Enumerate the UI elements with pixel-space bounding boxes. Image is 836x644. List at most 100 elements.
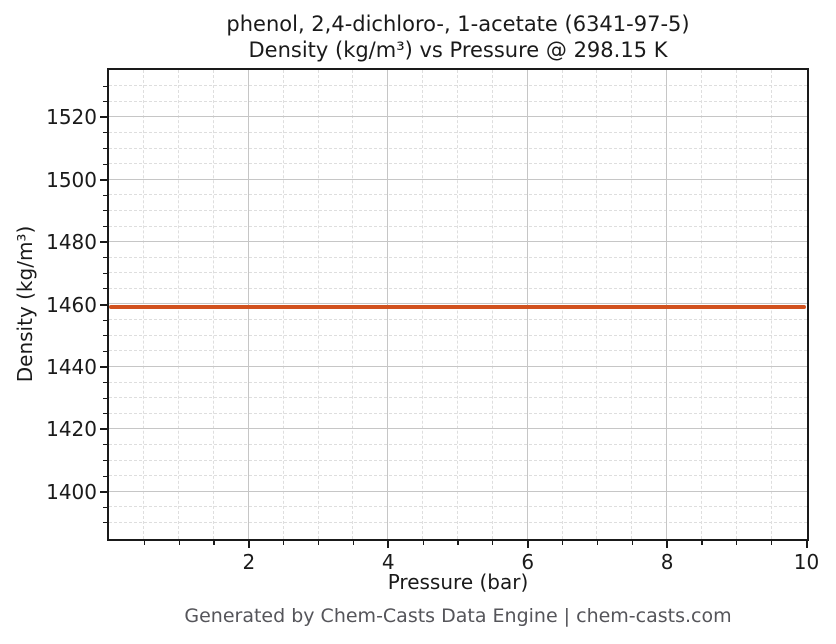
- y-tick-label: 1500: [46, 167, 97, 192]
- y-major-gridline: [109, 365, 807, 367]
- x-minor-tick: [771, 541, 773, 545]
- chart-subtitle: Density (kg/m³) vs Pressure @ 298.15 K: [248, 38, 668, 62]
- x-major-tick: [805, 541, 808, 548]
- y-minor-tick: [103, 288, 107, 290]
- y-minor-gridline: [109, 475, 807, 477]
- x-major-tick: [526, 541, 529, 548]
- y-major-tick: [100, 365, 107, 368]
- y-minor-tick: [103, 475, 107, 477]
- x-tick-label: 2: [242, 550, 256, 574]
- x-major-tick: [247, 541, 250, 548]
- y-minor-tick: [103, 257, 107, 259]
- y-major-tick: [100, 490, 107, 493]
- x-minor-gridline: [561, 70, 563, 539]
- x-minor-tick: [352, 541, 355, 545]
- x-minor-gridline: [317, 70, 319, 539]
- x-minor-gridline: [422, 70, 424, 539]
- x-major-gridline: [526, 70, 528, 539]
- y-tick-label: 1420: [46, 417, 97, 442]
- x-minor-gridline: [735, 70, 737, 539]
- y-minor-gridline: [109, 194, 807, 196]
- y-major-gridline: [109, 116, 807, 118]
- y-tick-label: 1480: [46, 230, 97, 255]
- y-minor-tick: [103, 522, 107, 524]
- y-minor-gridline: [109, 443, 807, 445]
- x-major-gridline: [247, 70, 249, 539]
- x-minor-tick: [318, 541, 320, 545]
- x-major-gridline: [666, 70, 667, 539]
- y-major-gridline: [109, 490, 807, 492]
- y-minor-tick: [103, 335, 107, 337]
- y-major-tick: [100, 178, 107, 181]
- y-minor-tick: [103, 397, 107, 399]
- y-minor-gridline: [109, 412, 807, 414]
- y-minor-tick: [103, 210, 107, 212]
- x-minor-tick: [457, 541, 459, 545]
- y-minor-gridline: [109, 350, 807, 352]
- y-minor-gridline: [109, 521, 807, 523]
- x-minor-tick: [736, 541, 738, 545]
- x-axis-label: Pressure (bar): [387, 570, 529, 594]
- x-minor-tick: [143, 541, 145, 545]
- y-major-gridline: [109, 303, 807, 305]
- x-minor-tick: [596, 541, 598, 545]
- x-minor-tick: [213, 541, 215, 545]
- y-minor-tick: [103, 272, 107, 274]
- chart-title: phenol, 2,4-dichloro-, 1-acetate (6341-9…: [226, 12, 690, 36]
- y-minor-gridline: [109, 381, 807, 383]
- y-minor-gridline: [109, 147, 807, 149]
- y-minor-gridline: [109, 319, 807, 321]
- y-minor-gridline: [109, 459, 807, 461]
- x-minor-tick: [701, 541, 703, 545]
- x-minor-gridline: [282, 70, 284, 539]
- x-minor-gridline: [213, 70, 215, 539]
- y-minor-tick: [103, 413, 107, 415]
- y-minor-tick: [103, 132, 107, 134]
- x-minor-gridline: [352, 70, 354, 539]
- y-minor-gridline: [109, 287, 807, 289]
- x-minor-tick: [178, 541, 180, 545]
- y-tick-label: 1440: [46, 354, 97, 379]
- y-minor-tick: [103, 194, 107, 196]
- x-tick-label: 8: [660, 550, 674, 574]
- y-minor-tick: [103, 350, 107, 352]
- x-minor-gridline: [143, 70, 145, 539]
- y-minor-gridline: [109, 256, 807, 258]
- x-tick-label: 10: [793, 550, 820, 574]
- x-major-gridline: [387, 70, 389, 539]
- y-major-gridline: [109, 241, 807, 242]
- x-minor-gridline: [457, 70, 458, 539]
- y-minor-gridline: [109, 131, 807, 133]
- plot-area: [107, 68, 809, 541]
- y-minor-tick: [103, 163, 107, 165]
- y-minor-gridline: [109, 506, 807, 508]
- y-minor-tick: [103, 101, 107, 103]
- x-major-tick: [387, 541, 390, 548]
- y-major-tick: [100, 303, 107, 306]
- y-tick-label: 1460: [46, 292, 97, 317]
- y-minor-gridline: [109, 163, 807, 165]
- y-major-gridline: [109, 428, 807, 430]
- y-major-tick: [100, 116, 107, 119]
- y-minor-tick: [103, 444, 107, 446]
- x-tick-label: 6: [521, 550, 535, 574]
- x-minor-tick: [422, 541, 424, 545]
- x-minor-gridline: [178, 70, 180, 539]
- x-tick-label: 4: [381, 550, 395, 574]
- x-minor-gridline: [631, 70, 633, 539]
- x-minor-tick: [561, 541, 564, 545]
- y-minor-tick: [103, 381, 107, 384]
- y-major-tick: [100, 241, 107, 244]
- y-tick-label: 1520: [46, 105, 97, 130]
- y-minor-tick: [103, 225, 107, 228]
- x-minor-gridline: [596, 70, 598, 539]
- y-minor-gridline: [109, 100, 807, 102]
- x-minor-gridline: [770, 70, 772, 539]
- chart-title-block: phenol, 2,4-dichloro-, 1-acetate (6341-9…: [107, 11, 809, 63]
- y-major-gridline: [109, 178, 807, 180]
- x-minor-gridline: [491, 70, 493, 539]
- y-minor-gridline: [109, 272, 807, 274]
- y-major-tick: [100, 428, 107, 431]
- y-minor-tick: [103, 506, 107, 508]
